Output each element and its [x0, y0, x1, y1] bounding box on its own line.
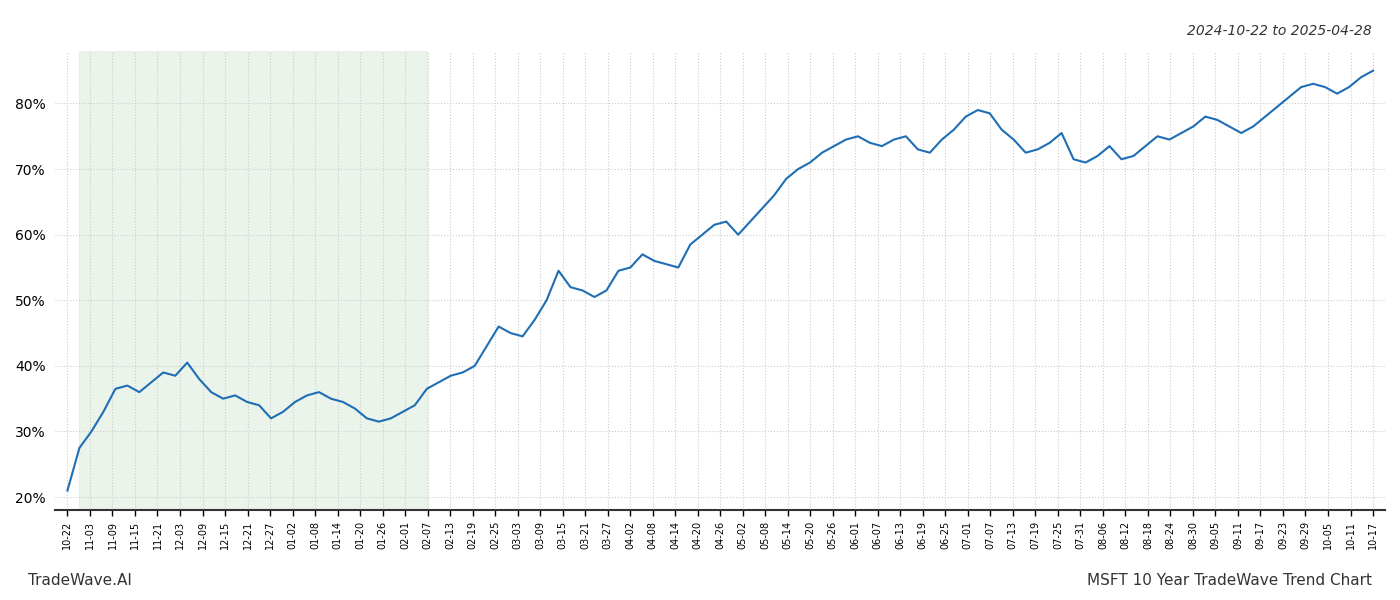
Text: MSFT 10 Year TradeWave Trend Chart: MSFT 10 Year TradeWave Trend Chart [1086, 573, 1372, 588]
Bar [80, 51, 427, 510]
Text: TradeWave.AI: TradeWave.AI [28, 573, 132, 588]
Text: 2024-10-22 to 2025-04-28: 2024-10-22 to 2025-04-28 [1187, 24, 1372, 38]
